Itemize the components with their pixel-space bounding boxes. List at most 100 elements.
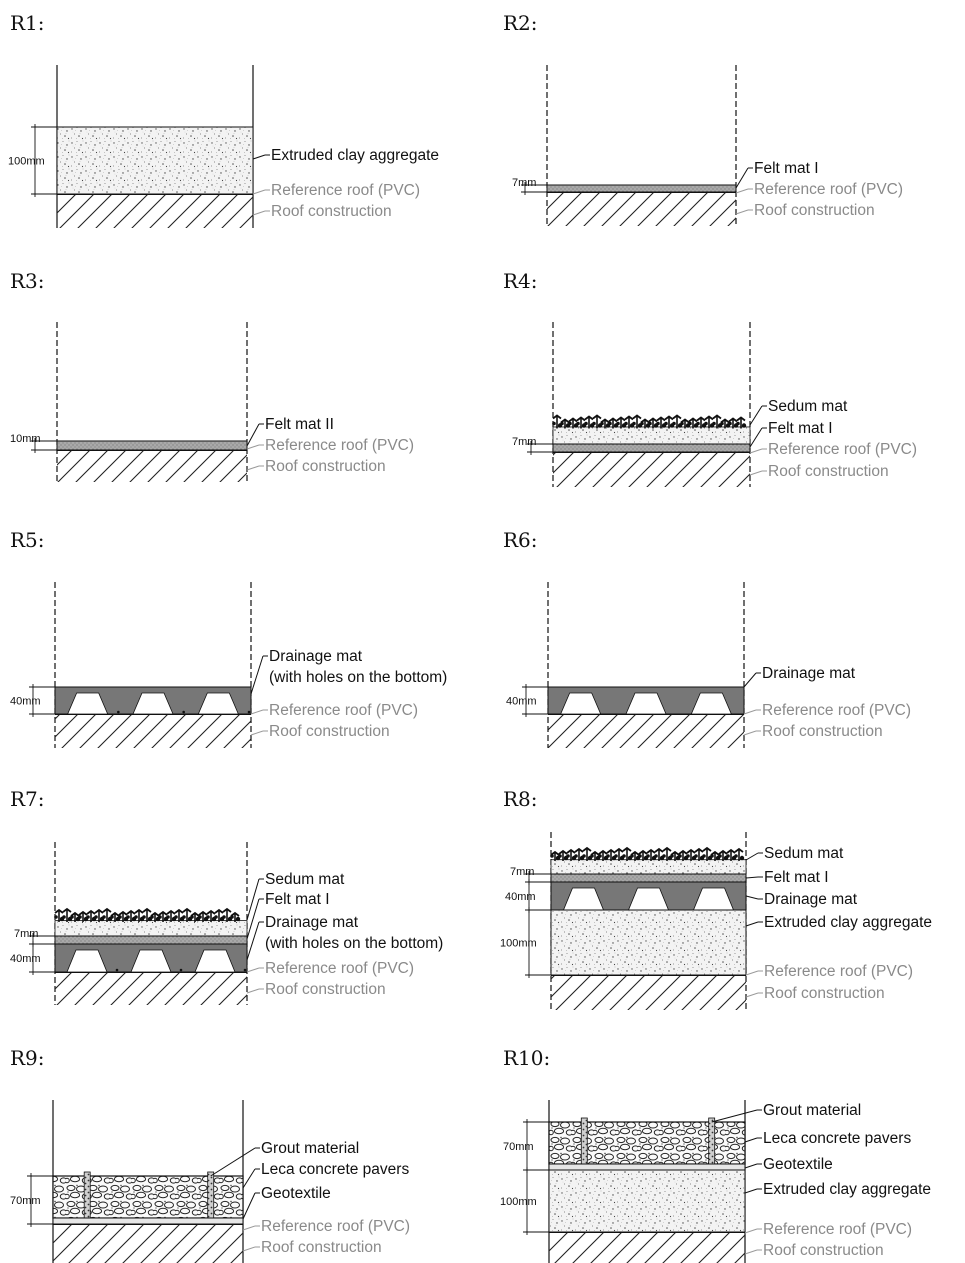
layer-label-grout-material: Grout material [261, 1140, 359, 1157]
drainage-cup [625, 692, 667, 715]
panel-title: R5: [10, 528, 45, 552]
sedum-leaf [606, 848, 616, 854]
clay-aggregate-layer [548, 1169, 746, 1233]
layer-label-reference-roof-pvc: Reference roof (PVC) [265, 960, 414, 977]
felt-mat-layer [552, 443, 751, 453]
sedum-leaf [616, 421, 620, 426]
grout-joint [83, 1171, 91, 1219]
roof-construction-hatch [57, 194, 253, 228]
layer-label-reference-roof-pvc: Reference roof (PVC) [754, 181, 903, 198]
sedum-leaf [694, 847, 704, 853]
sedum-leaf [550, 854, 554, 858]
sedum-leaf [126, 909, 136, 915]
grout-joint [580, 1117, 588, 1165]
sedum-leaf [598, 849, 608, 855]
dimension-label: 7mm [14, 928, 38, 940]
sedum-leaf [550, 850, 560, 856]
label-leader [745, 970, 759, 976]
sedum-leaf [696, 421, 700, 426]
layer-label-roof-construction: Roof construction [754, 202, 875, 219]
label-leader [743, 672, 757, 688]
label-leader [743, 709, 757, 715]
sedum-leaf [654, 854, 658, 858]
label-leader [246, 444, 260, 450]
sedum-leaf [78, 915, 82, 919]
sedum-leaf [678, 849, 688, 855]
label-leader [250, 655, 264, 695]
sedum-leaf [54, 908, 64, 914]
sedum-leaf [704, 415, 714, 421]
sedum-leaf [616, 416, 626, 422]
sedum-leaf [582, 854, 586, 858]
sedum-leaf [166, 915, 170, 919]
sedum-substrate [54, 920, 248, 937]
layer-label-note: (with holes on the bottom) [269, 669, 447, 686]
sedum-leaf [702, 854, 706, 858]
sedum-leaf [712, 421, 716, 426]
sedum-leaf [198, 915, 202, 919]
label-leader [250, 730, 264, 736]
sedum-leaf [648, 417, 658, 423]
leca-pavers-layer [52, 1175, 244, 1219]
sedum-leaf [728, 417, 738, 423]
sedum-leaf [622, 854, 626, 858]
drainage-cup [560, 692, 602, 715]
layer-label-roof-construction: Roof construction [763, 1242, 884, 1259]
sedum-leaf [734, 847, 744, 853]
sedum-leaf [739, 855, 745, 861]
sedum-leaf [206, 915, 210, 919]
felt-mat-layer [56, 440, 248, 451]
panel-title: R9: [10, 1046, 45, 1070]
sedum-leaf [222, 915, 226, 919]
panel-title: R2: [503, 11, 538, 35]
sedum-leaf [664, 415, 674, 421]
sedum-leaf [560, 421, 564, 426]
dimension-label: 100mm [500, 938, 537, 950]
label-leader [246, 921, 260, 961]
sedum-leaf [206, 909, 216, 915]
sedum-leaf [632, 421, 636, 426]
sedum-leaf [726, 848, 736, 854]
drainage-cup [132, 692, 174, 715]
layer-label-reference-roof-pvc: Reference roof (PVC) [261, 1218, 410, 1235]
sedum-leaf [710, 850, 720, 856]
panel-title: R8: [503, 787, 538, 811]
sedum-leaf [614, 854, 618, 858]
roof-construction-hatch [549, 1232, 745, 1263]
sedum-leaf [558, 854, 562, 858]
sedum-leaf [704, 421, 708, 426]
layer-label-geotextile: Geotextile [763, 1156, 833, 1173]
sedum-leaf [110, 911, 120, 917]
dimension-label: 7mm [512, 436, 536, 448]
sedum-leaf [102, 907, 112, 913]
label-leader [749, 448, 763, 454]
sedum-leaf [214, 915, 218, 919]
label-leader [242, 1225, 256, 1231]
dimension-label: 40mm [10, 953, 41, 965]
panel-r10: R10: Grout material Leca concrete pavers Ge… [500, 1046, 931, 1263]
panel-r1: R1: Extruded clay aggregate Reference roof… [8, 11, 439, 228]
sedum-leaf [672, 414, 682, 420]
sedum-leaf [94, 915, 98, 919]
dimension-label: 40mm [505, 891, 536, 903]
sedum-leaf [702, 846, 712, 852]
sedum-leaf [158, 915, 162, 919]
sedum-leaf [656, 421, 660, 426]
sedum-leaf [694, 854, 698, 858]
sedum-leaf [686, 848, 696, 854]
sedum-leaf [190, 911, 200, 917]
grout-joint [207, 1171, 215, 1219]
sedum-leaf [102, 915, 106, 919]
sedum-leaf [590, 854, 594, 858]
sedum-leaf [568, 417, 578, 423]
layer-label-geotextile: Geotextile [261, 1185, 331, 1202]
sedum-substrate [552, 426, 751, 445]
layer-label-roof-construction: Roof construction [764, 985, 885, 1002]
label-leader [252, 210, 266, 216]
layer-label-roof-construction: Roof construction [265, 458, 386, 475]
sedum-leaf [558, 849, 568, 855]
sedum-leaf [62, 915, 66, 919]
sedum-leaf [94, 908, 104, 914]
label-leader [210, 1147, 256, 1177]
label-leader [745, 921, 759, 927]
